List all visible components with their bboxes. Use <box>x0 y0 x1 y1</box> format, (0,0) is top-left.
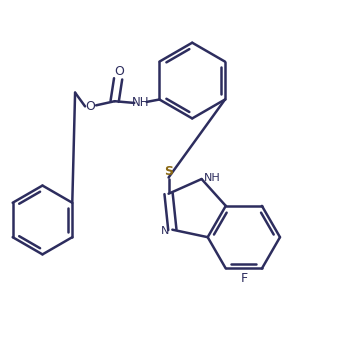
Text: S: S <box>164 165 173 178</box>
Text: NH: NH <box>132 96 149 109</box>
Text: O: O <box>114 65 125 78</box>
Text: O: O <box>86 100 96 113</box>
Text: N: N <box>161 226 169 236</box>
Text: NH: NH <box>204 173 221 183</box>
Text: F: F <box>240 272 247 285</box>
